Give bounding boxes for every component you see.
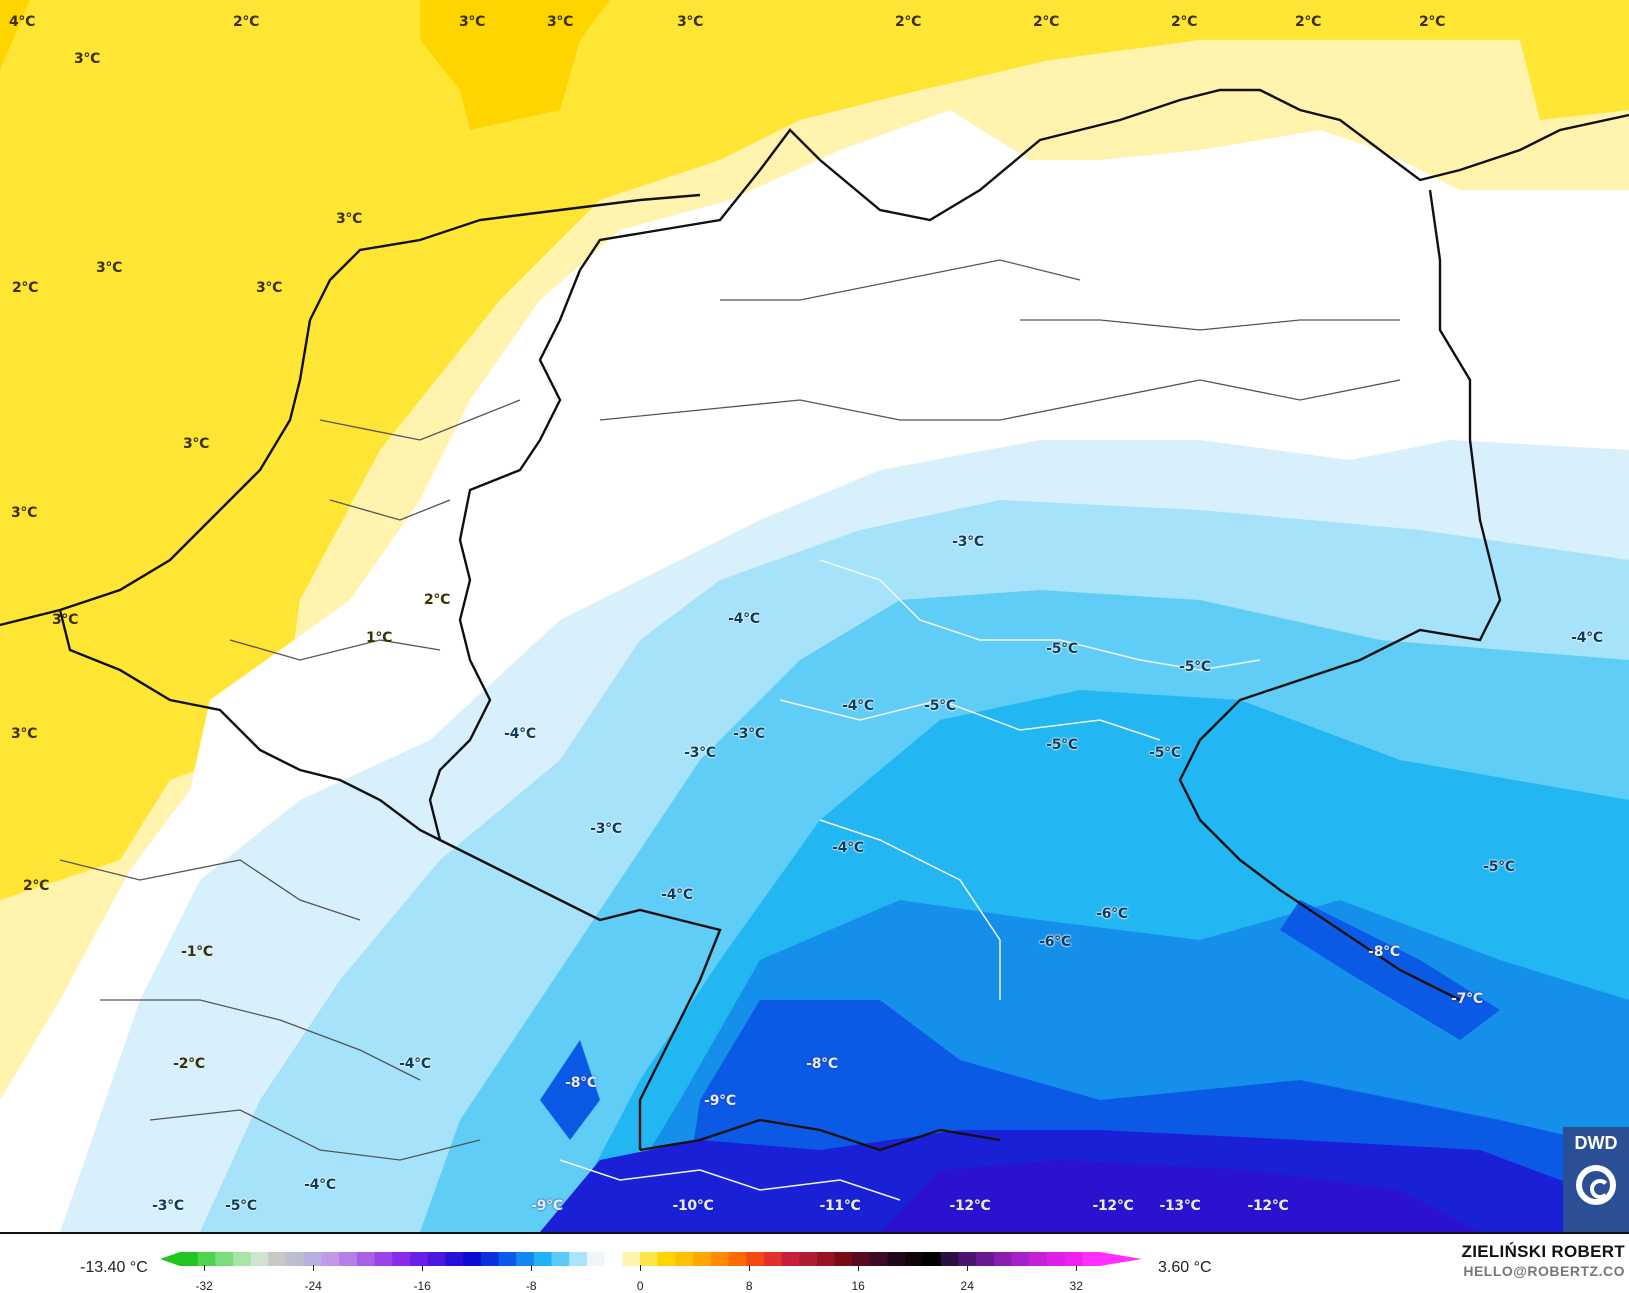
tick-label: -32 [195,1279,213,1293]
temperature-label: -8°C [565,1075,597,1091]
temperature-label: 2°C [1294,14,1322,30]
temperature-label: 3°C [10,505,38,521]
tick-label: 0 [636,1279,644,1293]
temperature-label: 2°C [423,592,451,608]
legend-max-value: 3.60 °C [1158,1259,1212,1276]
temperature-label: 3°C [95,260,123,276]
temperature-label: -4°C [399,1056,431,1072]
dwd-logo: DWD [1563,1127,1629,1232]
temperature-label: -5°C [1483,859,1515,875]
temperature-label: -13°C [1159,1198,1201,1214]
map-fill-layer [0,0,1629,1232]
temperature-label: 2°C [1170,14,1198,30]
tick-mark [967,1265,969,1271]
tick-label: 32 [1069,1279,1083,1293]
attribution: ZIELIŃSKI ROBERT HELLO@ROBERTZ.CO [1462,1242,1625,1279]
temperature-label: 2°C [11,280,39,296]
temperature-label: -12°C [949,1198,991,1214]
temperature-label: 4°C [8,14,36,30]
temperature-label: -4°C [842,698,874,714]
tick-mark [1076,1265,1078,1271]
tick-mark [422,1265,424,1271]
temperature-label: 3°C [458,14,486,30]
temperature-label: -5°C [1179,659,1211,675]
dwd-logo-text: DWD [1574,1133,1618,1153]
temperature-label: -3°C [733,726,765,742]
colorbar [160,1252,1142,1266]
temperature-label: 3°C [546,14,574,30]
tick-label: 16 [851,1279,865,1293]
tick-mark [640,1265,642,1271]
temperature-label: -9°C [704,1093,736,1109]
temperature-label: -4°C [661,887,693,903]
temperature-label: -5°C [1046,737,1078,753]
author-email: HELLO@ROBERTZ.CO [1463,1263,1625,1279]
temperature-label: 3°C [182,436,210,452]
temperature-label: 3°C [73,51,101,67]
temperature-label: 2°C [232,14,260,30]
temperature-label: 2°C [1032,14,1060,30]
temperature-label: -4°C [832,840,864,856]
temperature-label: -11°C [819,1198,861,1214]
temperature-label: -4°C [1571,630,1603,646]
temperature-label: 2°C [894,14,922,30]
tick-mark [531,1265,533,1271]
temperature-label: 3°C [255,280,283,296]
tick-mark [313,1265,315,1271]
temperature-label: -7°C [1451,991,1483,1007]
temperature-label: 3°C [10,726,38,742]
temperature-label: -3°C [590,821,622,837]
temperature-label: 3°C [51,612,79,628]
tick-label: -24 [304,1279,322,1293]
temperature-label: -5°C [225,1198,257,1214]
temperature-label: -12°C [1247,1198,1289,1214]
temperature-label: -3°C [952,534,984,550]
temperature-label: -4°C [728,611,760,627]
tick-label: 8 [745,1279,753,1293]
temperature-label: -1°C [181,944,213,960]
dwd-swirl-icon [1576,1165,1616,1205]
tick-label: -8 [525,1279,537,1293]
temperature-label: -12°C [1092,1198,1134,1214]
temperature-label: -4°C [504,726,536,742]
temperature-label: -3°C [684,745,716,761]
tick-label: -16 [413,1279,431,1293]
temperature-map[interactable]: 4°C 2°C 3°C 3°C 3°C 2°C 2°C 2°C 2°C 2°C 3°C 3°C 3°C 2… [0,0,1629,1234]
tick-mark [749,1265,751,1271]
legend-min-value: -13.40 °C [80,1259,148,1276]
tick-mark [204,1265,206,1271]
temperature-label: 2°C [1418,14,1446,30]
temperature-label: -8°C [806,1056,838,1072]
temperature-label: -10°C [672,1198,714,1214]
temperature-label: -6°C [1039,934,1071,950]
temperature-label: -2°C [173,1056,205,1072]
temperature-label: -3°C [152,1198,184,1214]
tick-mark [858,1265,860,1271]
temperature-label: -5°C [1149,745,1181,761]
temperature-label: -6°C [1096,906,1128,922]
temperature-label: 2°C [22,878,50,894]
temperature-label: -4°C [304,1177,336,1193]
temperature-label: 3°C [676,14,704,30]
author-name: ZIELIŃSKI ROBERT [1461,1242,1625,1261]
temperature-label: -9°C [531,1198,563,1214]
temperature-label: -8°C [1368,944,1400,960]
temperature-label: -5°C [1046,641,1078,657]
color-scale-legend: -13.40 °C -32 -24 -16 -8 0 8 16 24 32 3.60 °C [0,1234,1629,1293]
temperature-label: 3°C [335,211,363,227]
temperature-label: 1°C [365,630,393,646]
tick-label: 24 [960,1279,974,1293]
temperature-label: -5°C [924,698,956,714]
